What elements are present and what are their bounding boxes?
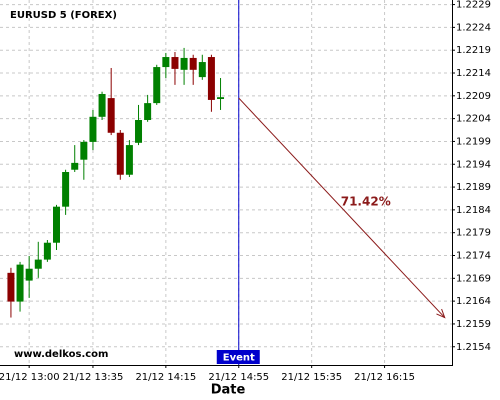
candle-body [189,57,197,70]
candle-body [217,97,225,100]
candle-body [62,172,70,207]
y-tick-label: 1.2184 [456,205,491,216]
y-tick-label: 1.2179 [456,228,491,239]
y-tick-label: 1.2164 [456,296,491,307]
x-tick-label: 21/12 13:35 [63,372,124,383]
x-tick-label: 21/12 14:15 [135,372,196,383]
candle-body [25,268,33,281]
y-tick-label: 1.2229 [456,0,491,11]
candle-body [116,132,124,175]
watermark: www.delkos.com [14,349,108,360]
y-tick-label: 1.2189 [456,182,491,193]
candle-body [53,206,60,243]
candle-body [98,93,106,117]
candle-body [198,62,206,78]
candle-body [162,57,170,68]
x-tick-label: 21/12 15:35 [281,372,342,383]
event-badge [216,350,260,364]
candle-body [135,119,143,143]
candle-body [153,67,161,104]
candle-body [43,242,51,260]
candle-body [89,116,97,142]
candle-body [125,145,133,175]
candle-body [80,141,88,160]
y-tick-label: 1.2209 [456,91,491,102]
y-tick-label: 1.2199 [456,136,491,147]
y-tick-label: 1.2214 [456,68,491,79]
x-tick-label: 21/12 14:55 [208,372,269,383]
candle-body [16,264,24,302]
y-tick-label: 1.2159 [456,319,491,330]
y-tick-label: 1.2219 [456,45,491,56]
prediction-label: 71.42% [341,194,391,208]
y-tick-label: 1.2174 [456,251,491,262]
x-tick-label: 21/12 16:15 [354,372,415,383]
marks [7,47,225,318]
x-tick-label: 21/12 13:00 [0,372,60,383]
candle-body [7,272,15,302]
candle-body [144,103,152,120]
candle-body [171,57,179,69]
candle-body [34,259,42,269]
y-tick-label: 1.2154 [456,342,491,353]
arrow-head [436,308,446,319]
y-tick-label: 1.2224 [456,22,491,33]
candle-body [71,162,79,170]
event-label: Event [223,353,255,364]
candle-body [180,57,188,70]
y-tick-label: 1.2204 [456,114,491,125]
chart-title: EURUSD 5 (FOREX) [10,10,117,21]
y-tick-label: 1.2169 [456,273,491,284]
x-axis-title: Date [211,383,246,398]
y-tick-label: 1.2194 [456,159,491,170]
candle-body [107,98,115,133]
candle-body [207,57,215,100]
prediction-arrow [238,97,446,318]
